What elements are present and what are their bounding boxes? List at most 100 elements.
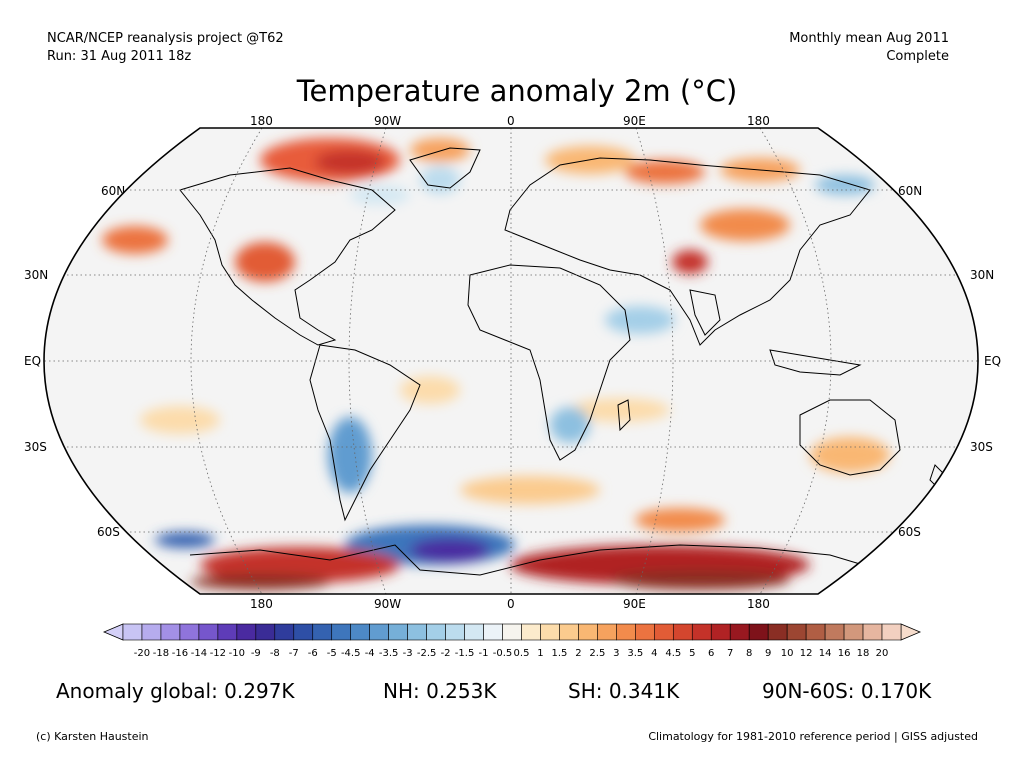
colorbar-tick-label: -6 <box>308 648 318 659</box>
colorbar-tick-label: 14 <box>819 648 832 659</box>
colorbar-swatch <box>881 623 902 641</box>
lon-label-top-0: 0 <box>507 114 515 128</box>
colorbar-swatch <box>654 623 674 641</box>
colorbar-swatch <box>350 623 370 641</box>
colorbar-tick-label: -0.5 <box>493 648 513 659</box>
coastline-madagascar <box>617 399 631 432</box>
anomaly-sh: SH: 0.341K <box>568 679 680 703</box>
colorbar-tick-label: -4 <box>365 648 375 659</box>
credit: (c) Karsten Haustein <box>36 730 149 743</box>
warm-anomaly-south-pacific <box>140 406 220 434</box>
hot-anomaly-canada-arctic <box>315 150 385 174</box>
colorbar-tick-label: 3.5 <box>627 648 643 659</box>
warm-anomaly-texas <box>235 242 295 282</box>
colorbar-swatch <box>179 623 200 641</box>
coastline-north-america <box>179 167 396 346</box>
colorbar-tick-label: -3.5 <box>379 648 399 659</box>
colorbar-swatch <box>274 623 295 641</box>
very-cold-anomaly-weddell-sea <box>410 538 490 562</box>
cool-anomaly-arabian-sea <box>605 306 675 334</box>
colorbar-tick-label: 16 <box>838 648 851 659</box>
coastline-eurasia <box>504 157 871 346</box>
extreme-anomaly-antarctica-west <box>190 574 330 590</box>
lon-label-bottom-180e: 180 <box>747 597 770 611</box>
colorbar-tick-label: -12 <box>210 648 226 659</box>
coastline-greenland <box>409 147 481 189</box>
graticule-180w <box>190 128 263 594</box>
coastline-india <box>689 289 721 336</box>
lat-label-right-30s: 30S <box>970 440 993 454</box>
coastline-australia <box>799 399 901 476</box>
colorbar-swatch <box>122 623 143 641</box>
colorbar-tick-labels: -20 -18 -16 -14 -12 -10 -9 -8 -7 -6 -5 -4.5 -4 -3.5 -3… <box>134 648 889 659</box>
colorbar-tick-label: 9 <box>765 648 771 659</box>
colorbar-swatch <box>388 623 408 641</box>
lon-label-top-180w: 180 <box>250 114 273 128</box>
colorbar-tick-label: 2 <box>575 648 581 659</box>
source-line-2: Run: 31 Aug 2011 18z <box>47 49 192 64</box>
period-line-2: Complete <box>886 49 949 64</box>
colorbar-swatch <box>369 623 389 641</box>
colorbar-swatch <box>824 623 845 641</box>
colorbar-swatch <box>862 623 883 641</box>
colorbar-tick-label: 0.5 <box>514 648 530 659</box>
colorbar-tick-label: -9 <box>251 648 261 659</box>
anomaly-90n-60s: 90N-60S: 0.170K <box>762 679 932 703</box>
colorbar-tick-label: -1 <box>479 648 489 659</box>
warm-anomaly-australia <box>810 437 890 473</box>
colorbar-tick-label: 12 <box>800 648 813 659</box>
lat-label-right-60n: 60N <box>898 184 923 198</box>
colorbar-tick-label: -2 <box>441 648 451 659</box>
colorbar-swatch <box>729 623 750 641</box>
colorbar-tick-label: 3 <box>613 648 619 659</box>
colorbar-swatch <box>767 623 788 641</box>
colorbar-tick-label: -20 <box>134 648 150 659</box>
coastline-indonesia <box>769 349 862 376</box>
graticule-180e <box>759 128 832 594</box>
colorbar-tick-label: 20 <box>876 648 889 659</box>
colorbar-tick-label: 2.5 <box>589 648 605 659</box>
coastlines <box>179 147 946 576</box>
colorbar-tick-label: 10 <box>781 648 794 659</box>
colorbar-tick-label: -8 <box>270 648 280 659</box>
lon-label-top-90e: 90E <box>623 114 646 128</box>
colorbar-swatch <box>559 623 579 641</box>
colorbar-tick-label: -10 <box>229 648 245 659</box>
lat-label-left-60s: 60S <box>97 525 120 539</box>
extreme-anomaly-antarctica-east <box>610 570 790 590</box>
colorbar-tick-label: -3 <box>403 648 413 659</box>
colorbar-swatch <box>540 623 560 641</box>
warm-anomaly-greenland <box>410 138 470 162</box>
lat-label-left-eq: EQ <box>24 354 42 368</box>
anomaly-global: Anomaly global: 0.297K <box>56 679 295 703</box>
lat-label-right-30n: 30N <box>970 268 995 282</box>
colorbar-swatch <box>483 623 503 641</box>
colorbar-swatch <box>691 623 712 641</box>
colorbar-swatch <box>578 623 598 641</box>
colorbar-tick-label: 1.5 <box>551 648 567 659</box>
colorbar-tick-label: -1.5 <box>455 648 475 659</box>
colorbar-swatch <box>198 623 219 641</box>
lat-label-right-60s: 60S <box>898 525 921 539</box>
anomaly-field <box>44 128 978 594</box>
lon-label-bottom-0: 0 <box>507 597 515 611</box>
colorbar-tick-label: -18 <box>153 648 169 659</box>
warm-anomaly-south-atlantic-tropics <box>400 376 460 404</box>
colorbar-swatch <box>331 623 352 641</box>
lon-label-top-90w: 90W <box>374 114 402 128</box>
coastline-antarctica <box>189 544 881 576</box>
warm-anomaly-southern-ocean <box>460 476 600 504</box>
lat-label-left-30s: 30S <box>24 440 47 454</box>
colorbar-swatch <box>160 623 181 641</box>
colorbar-tick-label: 4 <box>651 648 657 659</box>
cool-anomaly-labrador <box>350 185 410 205</box>
warm-anomaly-southern-indian <box>635 508 725 532</box>
colorbar-tick-label: -14 <box>191 648 207 659</box>
period-line-1: Monthly mean Aug 2011 <box>789 31 949 46</box>
colorbar-tick-label: 8 <box>746 648 752 659</box>
warm-anomaly-north-pacific <box>102 226 168 254</box>
cool-anomaly-north-atlantic <box>420 166 460 194</box>
colorbar-swatch <box>748 623 769 641</box>
colorbar-tick-label: 4.5 <box>665 648 681 659</box>
colorbar-swatch <box>805 623 826 641</box>
